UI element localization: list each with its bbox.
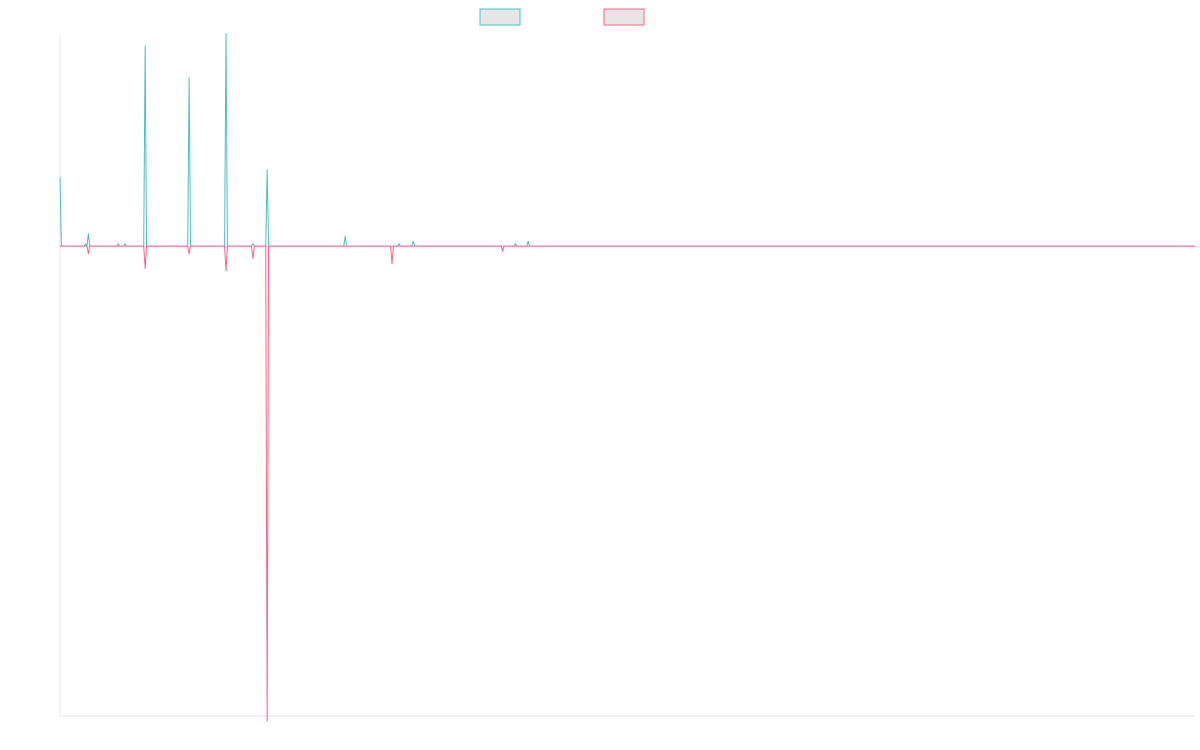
series-layer: [59, 33, 1195, 722]
legend-swatch-1[interactable]: [479, 8, 521, 26]
chart-axes: [59, 36, 1195, 717]
series-line-1: [59, 33, 1195, 247]
legend-swatch-2[interactable]: [603, 8, 645, 26]
chart-legend: [479, 8, 645, 26]
series-line-2: [60, 245, 1195, 722]
